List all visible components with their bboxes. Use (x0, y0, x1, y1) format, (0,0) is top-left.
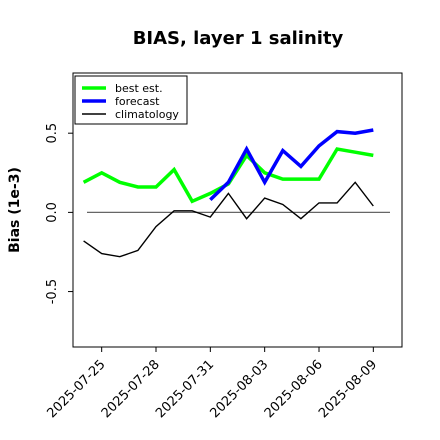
legend-label: best est. (115, 82, 163, 95)
chart-title: BIAS, layer 1 salinity (133, 28, 344, 49)
y-axis-label: Bias (1e-3) (7, 167, 23, 253)
series-line-forecast (209, 128, 374, 201)
y-tick-label: 0.5 (45, 123, 60, 144)
plot-frame (72, 72, 403, 348)
y-tick-label: 0.0 (45, 202, 60, 223)
y-tick-label: -0.5 (45, 279, 60, 304)
legend-label: forecast (115, 95, 160, 108)
legend-label: climatology (115, 108, 179, 121)
plot-area: -0.50.00.52025-07-252025-07-282025-07-31… (44, 72, 403, 421)
x-tick-label: 2025-08-09 (316, 357, 380, 421)
series-line-climatology (83, 181, 374, 258)
